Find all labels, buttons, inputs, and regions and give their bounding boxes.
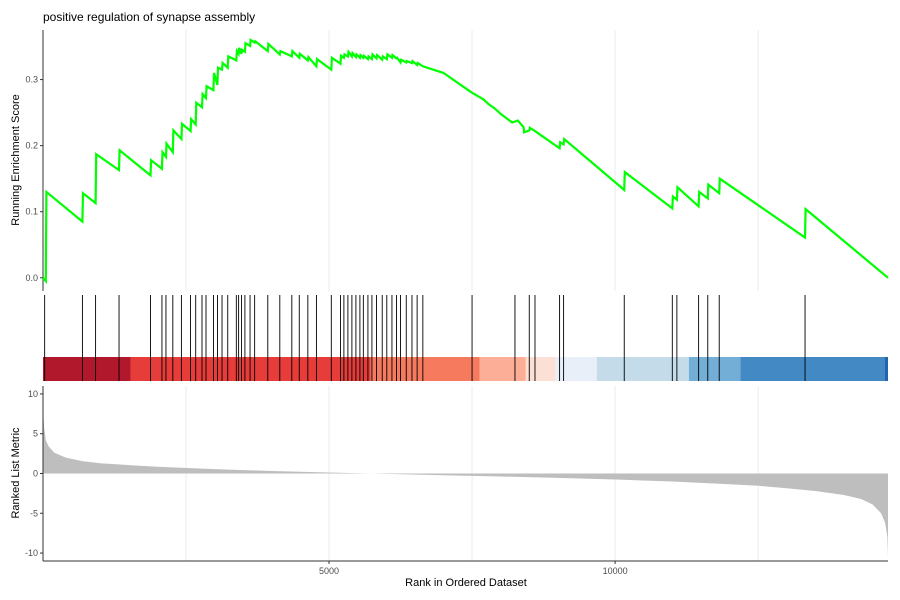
rank-color-band xyxy=(130,357,371,381)
rank-color-band xyxy=(525,357,556,381)
rank-color-bar xyxy=(43,357,888,381)
running-score-y-ticks: 0.0 0.1 0.2 0.3 xyxy=(25,75,43,283)
y-tick-label: 0.1 xyxy=(25,207,38,217)
y-tick-label: 0.0 xyxy=(25,273,38,283)
y-tick-label: 0.3 xyxy=(25,75,38,85)
x-tick-label: 10000 xyxy=(603,566,628,576)
running-score-panel: 0.0 0.1 0.2 0.3 Running Enrichment Score xyxy=(10,30,889,291)
rank-color-band xyxy=(555,357,597,381)
gene-hit-ticks xyxy=(44,295,806,381)
y-tick-label: -10 xyxy=(25,548,38,558)
running-enrichment-score-line xyxy=(42,37,889,285)
ranked-list-metric-area xyxy=(43,405,888,557)
plot-title: positive regulation of synapse assembly xyxy=(43,10,255,24)
x-axis-title: Rank in Ordered Dataset xyxy=(405,577,527,589)
y-tick-label: -5 xyxy=(30,508,38,518)
rank-color-band xyxy=(596,357,689,381)
y-tick-label: 0.2 xyxy=(25,141,38,151)
running-score-y-label: Running Enrichment Score xyxy=(10,94,22,225)
rank-color-band-end xyxy=(885,357,888,381)
y-tick-label: 10 xyxy=(28,389,38,399)
running-score-gridlines xyxy=(185,30,759,291)
y-tick-label: 5 xyxy=(33,429,38,439)
x-tick-label: 5000 xyxy=(319,566,339,576)
gene-hits-panel xyxy=(43,295,888,381)
x-axis-ticks: 5000 10000 xyxy=(319,561,628,576)
ranked-metric-panel: 10 5 0 -5 -10 5000 10000 Ranked List Metric R… xyxy=(10,386,888,589)
rank-color-band xyxy=(43,357,131,381)
ranked-metric-y-ticks: 10 5 0 -5 -10 xyxy=(25,389,43,558)
rank-color-band xyxy=(370,357,480,381)
rank-color-band xyxy=(740,357,888,381)
rank-color-band xyxy=(479,357,526,381)
rank-color-band xyxy=(688,357,741,381)
ranked-metric-y-label: Ranked List Metric xyxy=(10,427,22,519)
y-tick-label: 0 xyxy=(33,469,38,479)
